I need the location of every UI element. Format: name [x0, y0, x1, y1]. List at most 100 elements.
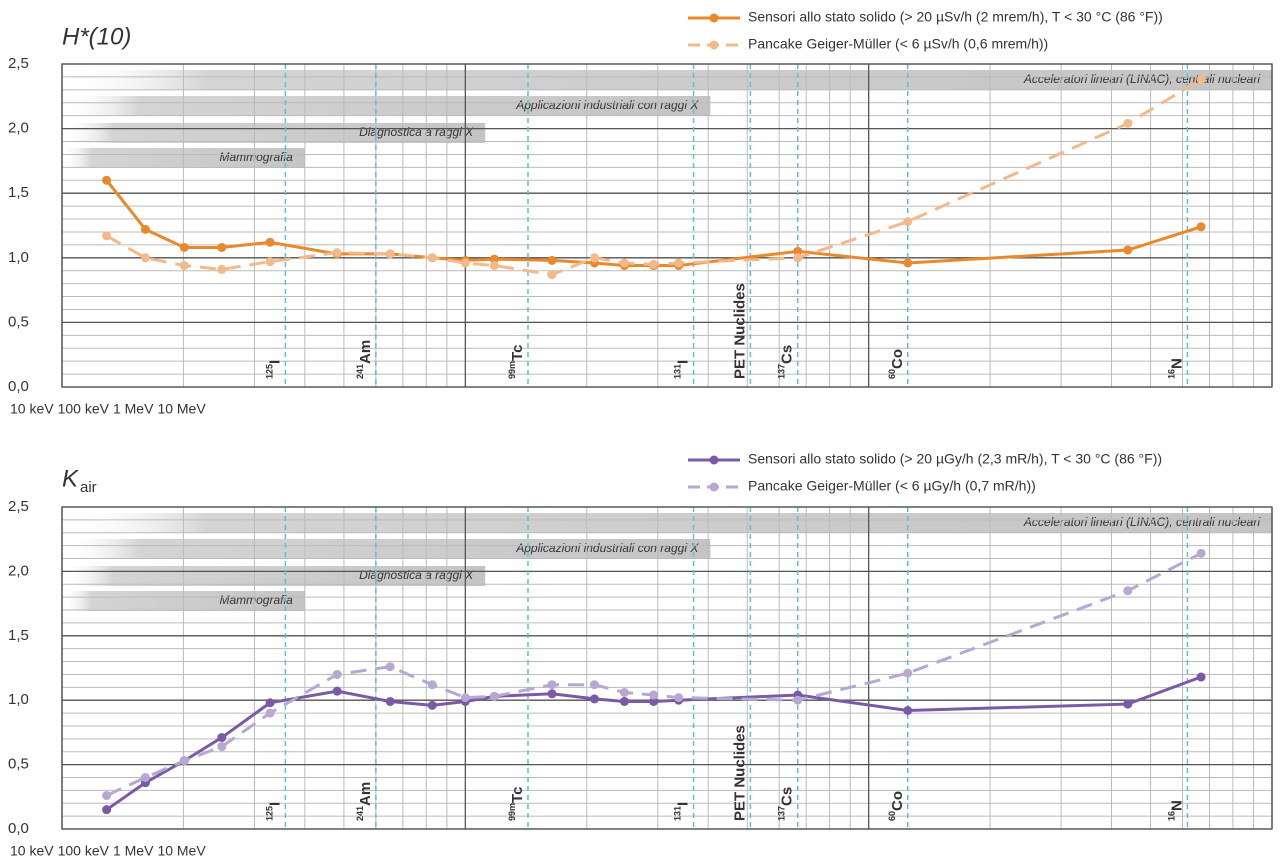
y-tick-label: 1,0 [8, 691, 29, 708]
range-label: Applicazioni industriali con raggi X [515, 541, 699, 555]
data-point [1123, 586, 1133, 596]
y-tick-label: 0,0 [8, 378, 29, 395]
x-tick-label: 10 keV [10, 401, 54, 417]
data-point [547, 255, 557, 265]
data-point [179, 756, 189, 766]
data-point [489, 691, 499, 701]
chart: H*(10) Acceleratori lineari (LINAC), cent… [8, 9, 1273, 417]
data-point [385, 662, 395, 672]
y-tick-label: 1,5 [8, 184, 29, 201]
data-point [589, 694, 599, 704]
data-point [332, 686, 342, 696]
data-point [1123, 245, 1133, 255]
plot-frame [61, 506, 1273, 830]
range-band [62, 513, 1272, 533]
data-point [674, 258, 684, 268]
data-point [589, 253, 599, 263]
nuclide-symbol: PET Nuclides [731, 283, 748, 379]
data-point [140, 253, 150, 263]
nuclide-label: PET Nuclides [731, 283, 748, 379]
data-point [589, 680, 599, 690]
nuclide-mass: 131 [673, 364, 683, 379]
chart-title: H*(10) [62, 23, 131, 50]
nuclide-label: 99mTc [507, 345, 526, 379]
data-point [547, 270, 557, 280]
nuclide-label: 60Co [887, 791, 906, 821]
data-point [903, 258, 913, 268]
data-point [903, 668, 913, 678]
nuclide-mass: 241 [355, 364, 365, 379]
nuclide-symbol: I [675, 360, 692, 364]
nuclide-label: 125I [265, 360, 284, 379]
data-point [793, 695, 803, 705]
x-tick-label: 100 keV [58, 401, 110, 417]
data-point [619, 687, 629, 697]
data-point [1123, 699, 1133, 709]
range-label: Mammografia [219, 150, 293, 164]
y-tick-label: 0,0 [8, 820, 29, 837]
data-point [619, 696, 629, 706]
data-point [793, 253, 803, 263]
nuclide-mass: 241 [355, 806, 365, 821]
data-point [649, 259, 659, 269]
y-tick-label: 0,5 [8, 756, 29, 773]
nuclide-symbol: I [266, 802, 283, 806]
data-point [217, 742, 227, 752]
nuclide-symbol: N [1168, 358, 1185, 369]
range-band [62, 539, 711, 559]
plot-frame [61, 63, 1273, 388]
nuclide-mass: 137 [777, 806, 787, 821]
data-point [1196, 222, 1206, 232]
data-point [265, 237, 275, 247]
data-point [903, 706, 913, 716]
data-point [265, 257, 275, 267]
nuclide-label: 131I [673, 802, 692, 821]
y-tick-label: 2,0 [8, 120, 29, 137]
data-point [179, 242, 189, 252]
range-label: Acceleratori lineari (LINAC), centrali n… [1023, 515, 1260, 529]
data-point [140, 772, 150, 782]
nuclide-symbol: Tc [509, 345, 526, 361]
nuclide-mass: 125 [265, 364, 275, 379]
nuclide-mass: 137 [777, 364, 787, 379]
nuclide-symbol: Co [889, 349, 906, 369]
data-point [1196, 548, 1206, 558]
data-point [332, 669, 342, 679]
legend-label: Sensori allo stato solido (> 20 µSv/h (2… [748, 9, 1163, 25]
x-tick-label: 10 MeV [157, 401, 206, 417]
range-label: Mammografia [219, 593, 293, 607]
nuclide-label: 99mTc [507, 787, 526, 821]
data-point [102, 175, 112, 185]
nuclide-symbol: PET Nuclides [731, 725, 748, 821]
data-point [102, 805, 112, 815]
chart-title-subscript: air [80, 479, 97, 496]
nuclide-label: PET Nuclides [731, 725, 748, 821]
data-point [217, 242, 227, 252]
nuclide-label: 241Am [355, 782, 374, 821]
data-point [903, 217, 913, 227]
chart-title: K [62, 465, 79, 492]
data-point [427, 680, 437, 690]
range-band [62, 70, 1272, 90]
nuclide-label: 137Cs [777, 787, 796, 821]
legend-marker [709, 455, 719, 465]
data-point [385, 249, 395, 259]
data-point [427, 253, 437, 263]
data-point [619, 258, 629, 268]
nuclide-symbol: I [675, 802, 692, 806]
data-point [489, 261, 499, 271]
nuclide-mass: 99m [507, 803, 517, 821]
y-tick-label: 1,5 [8, 627, 29, 644]
nuclide-mass: 16 [1167, 369, 1177, 379]
nuclide-symbol: Am [357, 782, 374, 806]
data-point [385, 696, 395, 706]
data-point [674, 693, 684, 703]
nuclide-mass: 60 [887, 811, 897, 821]
data-point [265, 708, 275, 718]
nuclide-symbol: I [266, 360, 283, 364]
x-tick-label: 100 keV [58, 843, 110, 859]
data-point [793, 246, 803, 256]
data-point [427, 700, 437, 710]
